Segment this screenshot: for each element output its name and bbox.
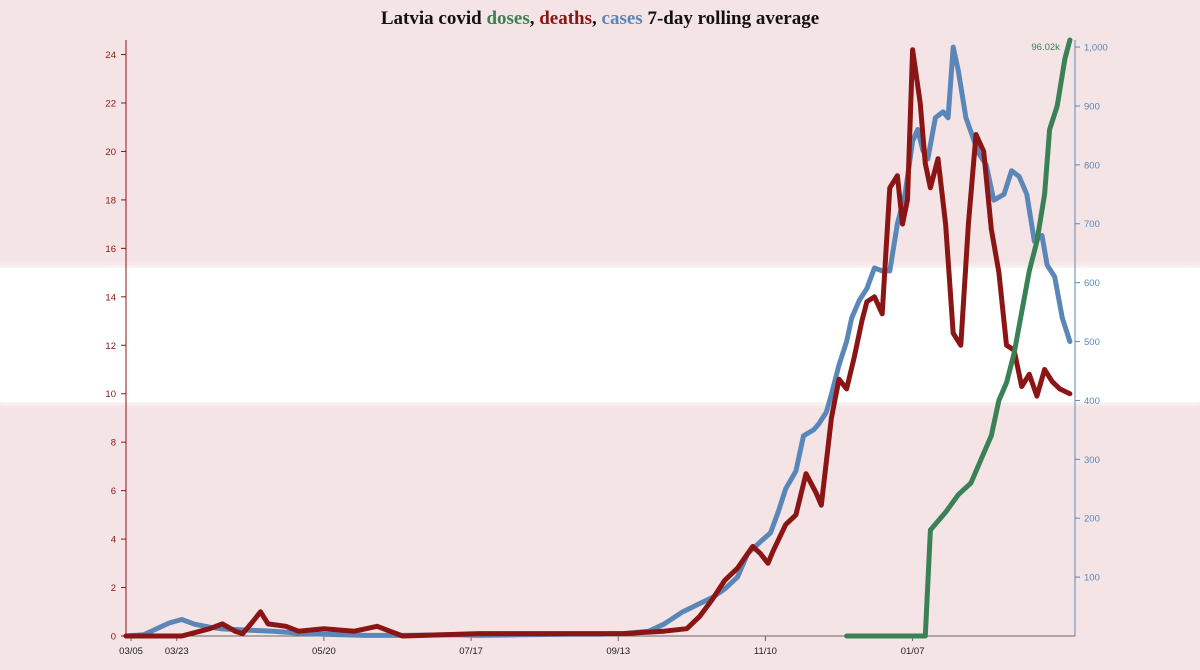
left-axis-tick-label: 22	[105, 98, 116, 109]
x-axis-tick-label: 05/20	[312, 646, 336, 657]
x-axis-tick-label: 03/05	[119, 646, 143, 657]
title-separator-2: ,	[592, 8, 602, 29]
left-axis-tick-label: 12	[105, 341, 116, 352]
right-axis-tick-label: 500	[1084, 337, 1100, 348]
title-cases-word: cases	[601, 8, 643, 29]
right-axis-tick-label: 600	[1084, 278, 1100, 289]
series-lines-group	[123, 37, 1073, 639]
x-axis-tick-label: 01/07	[901, 646, 925, 657]
right-axis-tick-label: 100	[1084, 573, 1100, 584]
left-axis-tick-label: 20	[105, 147, 116, 158]
title-prefix: Latvia covid	[380, 8, 487, 29]
title-separator-1: ,	[529, 8, 540, 29]
title-doses-word: doses	[486, 8, 530, 29]
right-axis-tick-label: 300	[1084, 455, 1100, 466]
title-deaths-word: deaths	[539, 8, 593, 29]
left-axis-tick-label: 10	[105, 389, 116, 400]
right-axis-tick-label: 700	[1084, 219, 1100, 230]
left-axis-tick-label: 6	[111, 486, 116, 497]
x-axis-tick-label: 09/13	[606, 646, 630, 657]
right-axis-tick-label: 400	[1084, 396, 1100, 407]
deaths-series-line	[123, 47, 1073, 639]
right-axis-tick-label: 1,000	[1084, 43, 1108, 54]
axes-group: 0246810121416182022241002003004005006007…	[105, 40, 1108, 657]
cases-series-line	[123, 44, 1073, 639]
left-axis-tick-label: 24	[105, 50, 116, 61]
left-axis-tick-label: 2	[111, 583, 116, 594]
right-axis-tick-label: 200	[1084, 514, 1100, 525]
x-axis-tick-label: 03/23	[165, 646, 189, 657]
doses-max-label: 96.02k	[1031, 42, 1060, 53]
right-axis-tick-label: 800	[1084, 160, 1100, 171]
doses-series-line	[844, 37, 1073, 639]
right-axis-tick-label: 900	[1084, 101, 1100, 112]
left-axis-tick-label: 16	[105, 244, 116, 255]
chart-title: Latvia covid doses, deaths, cases 7-day …	[0, 8, 1200, 30]
title-suffix: 7-day rolling average	[642, 8, 820, 29]
left-axis-tick-label: 14	[105, 292, 116, 303]
labels-group: 96.02k	[1031, 42, 1060, 53]
left-axis-tick-label: 4	[111, 535, 116, 546]
left-axis-tick-label: 0	[111, 632, 116, 643]
x-axis-tick-label: 07/17	[459, 646, 483, 657]
left-axis-tick-label: 8	[111, 438, 116, 449]
x-axis-tick-label: 11/10	[754, 646, 777, 657]
left-axis-tick-label: 18	[105, 195, 116, 206]
